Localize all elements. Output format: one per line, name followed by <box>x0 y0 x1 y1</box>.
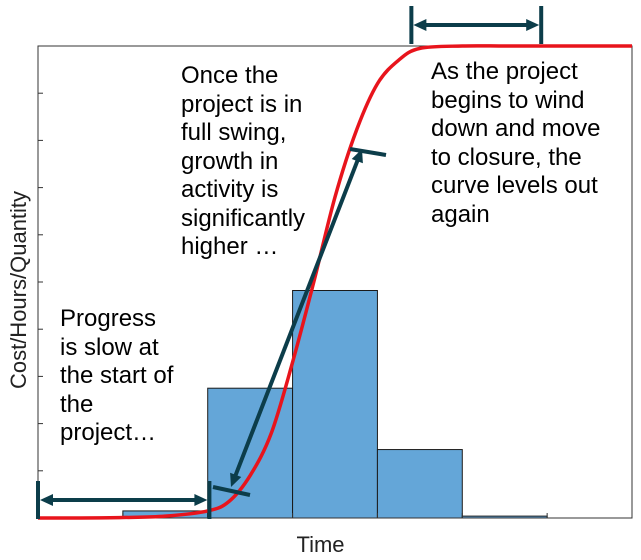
closure-span-arrow-head-left <box>413 19 427 31</box>
annotation-full-swing: Once the project is in full swing, growt… <box>181 62 306 260</box>
histogram-bar <box>292 289 378 519</box>
x-axis-label: Time <box>296 532 345 557</box>
annotation-wind-down: As the project begins to wind down and m… <box>431 58 601 228</box>
histogram-bars <box>122 289 548 519</box>
growth-arrow-low-bar <box>212 485 251 497</box>
growth-arrow-head-low <box>230 472 242 487</box>
annotation-slow-start: Progress is slow at the start of the pro… <box>60 305 174 446</box>
histogram-bar <box>376 449 463 519</box>
axis-ticks <box>38 92 548 518</box>
growth-arrow-high-bar <box>349 147 387 157</box>
growth-arrow-shaft <box>232 157 361 479</box>
y-axis-label: Cost/Hours/Quantity <box>6 190 31 390</box>
closure-span-arrow-head-right <box>526 19 540 31</box>
start-span-arrow-head-left <box>40 494 53 506</box>
annotation-arrows <box>36 6 544 519</box>
start-span-arrow-head-right <box>194 494 208 506</box>
